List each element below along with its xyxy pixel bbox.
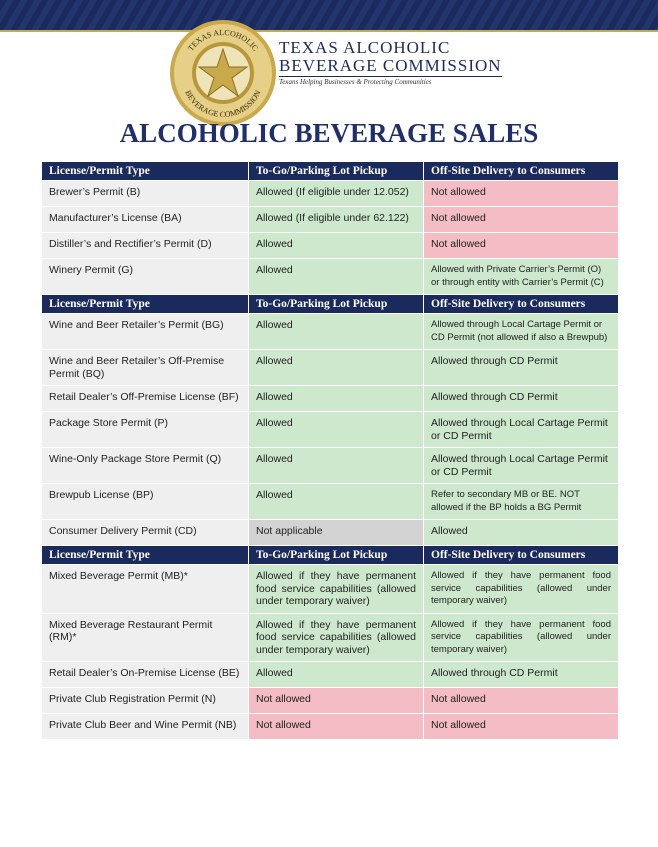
header-row: License/Permit Type To-Go/Parking Lot Pic… bbox=[42, 162, 618, 180]
table-row: Private Club Beer and Wine Permit (NB) No… bbox=[42, 714, 618, 739]
table-cell: Allowed bbox=[249, 314, 423, 349]
table-cell: Not allowed bbox=[424, 714, 618, 739]
org-name: TEXAS ALCOHOLIC bbox=[279, 38, 451, 57]
page-title: ALCOHOLIC BEVERAGE SALES bbox=[119, 118, 539, 148]
table-cell: Refer to secondary MB or BE. NOT allowed… bbox=[424, 484, 618, 519]
header-band bbox=[0, 0, 658, 32]
table-cell: Mixed Beverage Permit (MB)* bbox=[42, 565, 248, 613]
table-cell: Not applicable bbox=[249, 520, 423, 545]
table-cell: Allowed bbox=[249, 484, 423, 519]
column-header: License/Permit Type bbox=[42, 295, 248, 313]
table-cell: Package Store Permit (P) bbox=[42, 412, 248, 447]
table-cell: Not allowed bbox=[249, 714, 423, 739]
table-cell: Allowed through CD Permit bbox=[424, 386, 618, 411]
org-name: BEVERAGE COMMISSION bbox=[279, 56, 502, 77]
table-cell: Private Club Beer and Wine Permit (NB) bbox=[42, 714, 248, 739]
table-row: Winery Permit (G) Allowed Allowed with Pri… bbox=[42, 259, 618, 294]
table-cell: Mixed Beverage Restaurant Permit (RM)* bbox=[42, 613, 248, 661]
table-cell: Not allowed bbox=[424, 181, 618, 206]
table-cell: Allowed with Private Carrier’s Permit (O… bbox=[424, 259, 618, 294]
table-cell: Allowed if they have permanent food serv… bbox=[424, 565, 618, 613]
table-cell: Allowed (If eligible under 62.122) bbox=[249, 207, 423, 232]
seal: TEXAS ALCOHOLIC BEVERAGE COMMISSION bbox=[170, 20, 276, 126]
column-header: Off-Site Delivery to Consumers bbox=[424, 546, 618, 564]
table-cell: Allowed through Local Cartage Permit or … bbox=[424, 314, 618, 349]
table-row: Brewpub License (BP) Allowed Refer to seco… bbox=[42, 484, 618, 519]
header-row: License/Permit Type To-Go/Parking Lot Pic… bbox=[42, 546, 618, 564]
table-cell: Brewpub License (BP) bbox=[42, 484, 248, 519]
table-row: Brewer’s Permit (B) Allowed (If eligible … bbox=[42, 181, 618, 206]
table-row: Package Store Permit (P) Allowed Allowed t… bbox=[42, 412, 618, 447]
table-cell: Wine and Beer Retailer’s Permit (BG) bbox=[42, 314, 248, 349]
table-cell: Not allowed bbox=[249, 688, 423, 713]
table-cell: Allowed bbox=[249, 233, 423, 258]
table-cell: Allowed if they have permanent food serv… bbox=[249, 613, 423, 661]
column-header: License/Permit Type bbox=[42, 162, 248, 180]
table-cell: Allowed (If eligible under 12.052) bbox=[249, 181, 423, 206]
table-cell: Not allowed bbox=[424, 688, 618, 713]
table-cell: Distiller’s and Rectifier’s Permit (D) bbox=[42, 233, 248, 258]
table-cell: Allowed through CD Permit bbox=[424, 662, 618, 687]
table-cell: Manufacturer’s License (BA) bbox=[42, 207, 248, 232]
column-header: To-Go/Parking Lot Pickup bbox=[249, 162, 423, 180]
table-row: Mixed Beverage Restaurant Permit (RM)* Al… bbox=[42, 613, 618, 661]
table-row: Private Club Registration Permit (N) Not … bbox=[42, 688, 618, 713]
column-header: License/Permit Type bbox=[42, 546, 248, 564]
table-cell: Allowed through Local Cartage Permit or … bbox=[424, 448, 618, 483]
table-cell: Winery Permit (G) bbox=[42, 259, 248, 294]
table-row: Mixed Beverage Permit (MB)* Allowed if th… bbox=[42, 565, 618, 613]
table-cell: Private Club Registration Permit (N) bbox=[42, 688, 248, 713]
table-cell: Wine-Only Package Store Permit (Q) bbox=[42, 448, 248, 483]
table-cell: Retail Dealer’s On-Premise License (BE) bbox=[42, 662, 248, 687]
tagline: Texans Helping Businesses & Protecting C… bbox=[279, 78, 432, 86]
table-cell: Allowed bbox=[249, 662, 423, 687]
table-row: Wine and Beer Retailer’s Permit (BG) Allo… bbox=[42, 314, 618, 349]
table-cell: Allowed bbox=[249, 448, 423, 483]
permit-table: License/Permit Type To-Go/Parking Lot Pic… bbox=[41, 161, 619, 740]
column-header: Off-Site Delivery to Consumers bbox=[424, 162, 618, 180]
table-row: Wine and Beer Retailer’s Off-Premise Per… bbox=[42, 350, 618, 385]
table-cell: Brewer’s Permit (B) bbox=[42, 181, 248, 206]
table-cell: Allowed through CD Permit bbox=[424, 350, 618, 385]
table-cell: Not allowed bbox=[424, 207, 618, 232]
table-cell: Allowed bbox=[424, 520, 618, 545]
table-cell: Retail Dealer’s Off-Premise License (BF) bbox=[42, 386, 248, 411]
table-cell: Allowed if they have permanent food serv… bbox=[424, 613, 618, 661]
table-row: Retail Dealer’s On-Premise License (BE) A… bbox=[42, 662, 618, 687]
table-row: Wine-Only Package Store Permit (Q) Allowe… bbox=[42, 448, 618, 483]
table-cell: Not allowed bbox=[424, 233, 618, 258]
table-cell: Allowed bbox=[249, 386, 423, 411]
table-cell: Consumer Delivery Permit (CD) bbox=[42, 520, 248, 545]
table-row: Manufacturer’s License (BA) Allowed (If e… bbox=[42, 207, 618, 232]
table-cell: Wine and Beer Retailer’s Off-Premise Per… bbox=[42, 350, 248, 385]
table-cell: Allowed bbox=[249, 350, 423, 385]
table-row: Retail Dealer’s Off-Premise License (BF)… bbox=[42, 386, 618, 411]
table-row: Distiller’s and Rectifier’s Permit (D) Al… bbox=[42, 233, 618, 258]
column-header: To-Go/Parking Lot Pickup bbox=[249, 295, 423, 313]
table-cell: Allowed bbox=[249, 259, 423, 294]
table-row: Consumer Delivery Permit (CD) Not applica… bbox=[42, 520, 618, 545]
table-cell: Allowed through Local Cartage Permit or … bbox=[424, 412, 618, 447]
column-header: Off-Site Delivery to Consumers bbox=[424, 295, 618, 313]
column-header: To-Go/Parking Lot Pickup bbox=[249, 546, 423, 564]
table-cell: Allowed bbox=[249, 412, 423, 447]
table-cell: Allowed if they have permanent food serv… bbox=[249, 565, 423, 613]
header-row: License/Permit Type To-Go/Parking Lot Pic… bbox=[42, 295, 618, 313]
